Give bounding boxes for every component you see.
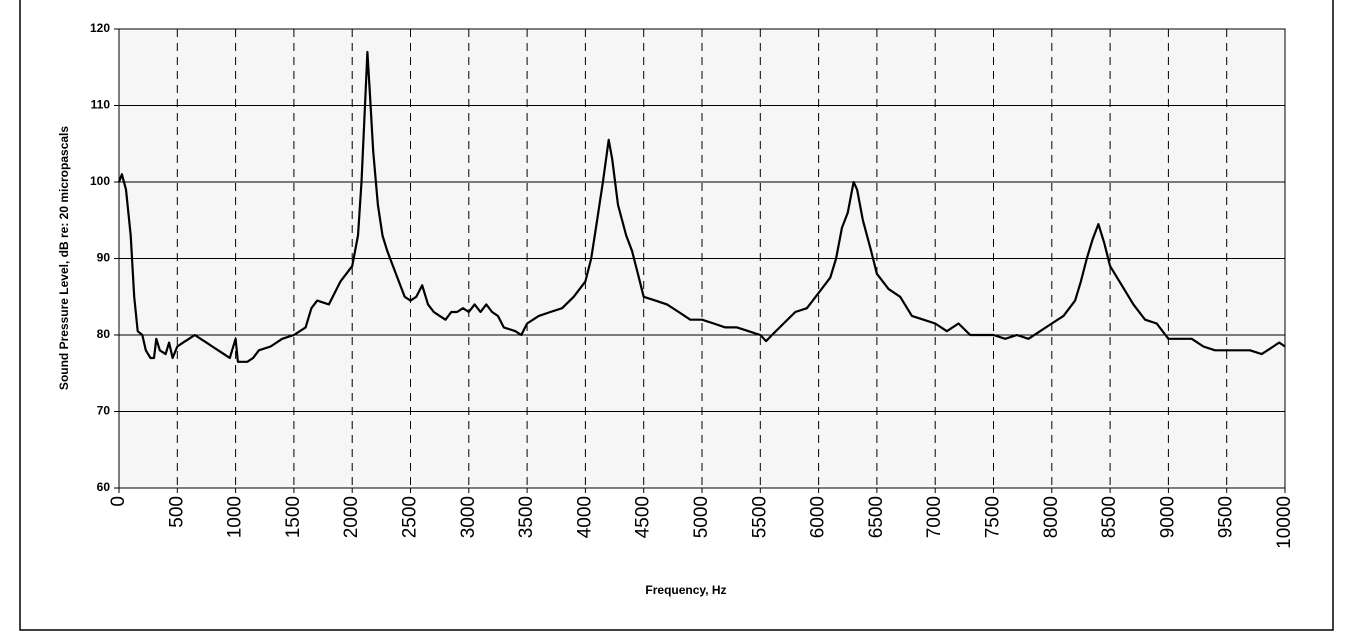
x-tick-label: 2000 (341, 496, 362, 538)
x-tick-label: 6000 (808, 496, 829, 538)
x-tick-label: 1500 (283, 496, 304, 538)
y-tick-label: 70 (97, 404, 111, 418)
x-tick-label: 500 (166, 496, 187, 528)
x-tick-label: 5000 (691, 496, 712, 538)
x-tick-label: 10000 (1274, 496, 1295, 549)
y-tick-label: 100 (90, 174, 110, 188)
x-tick-label: 0 (108, 496, 129, 507)
x-tick-label: 7500 (983, 496, 1004, 538)
y-tick-label: 80 (97, 327, 111, 341)
x-tick-label: 4500 (633, 496, 654, 538)
y-tick-label: 90 (97, 251, 111, 265)
y-tick-label: 60 (97, 480, 111, 494)
y-tick-label: 120 (90, 21, 110, 35)
y-tick-label: 110 (91, 98, 111, 112)
x-tick-label: 8000 (1041, 496, 1062, 538)
x-tick-label: 8500 (1099, 496, 1120, 538)
x-axis-label: Frequency, Hz (645, 583, 726, 597)
data-line (117, 50, 1286, 363)
x-tick-label: 9000 (1157, 496, 1178, 538)
x-tick-label: 3500 (516, 496, 537, 538)
frame (19, 0, 1334, 631)
x-tick-label: 5500 (749, 496, 770, 538)
x-tick-label: 1000 (225, 496, 246, 538)
x-tick-label: 4000 (574, 496, 595, 538)
x-tick-label: 3000 (458, 496, 479, 538)
x-tick-label: 7000 (924, 496, 945, 538)
x-tick-label: 6500 (866, 496, 887, 538)
x-tick-label: 9500 (1216, 496, 1237, 538)
x-tick-label: 2500 (400, 496, 421, 538)
y-axis-label: Sound Pressure Level, dB re: 20 micropas… (57, 126, 71, 390)
